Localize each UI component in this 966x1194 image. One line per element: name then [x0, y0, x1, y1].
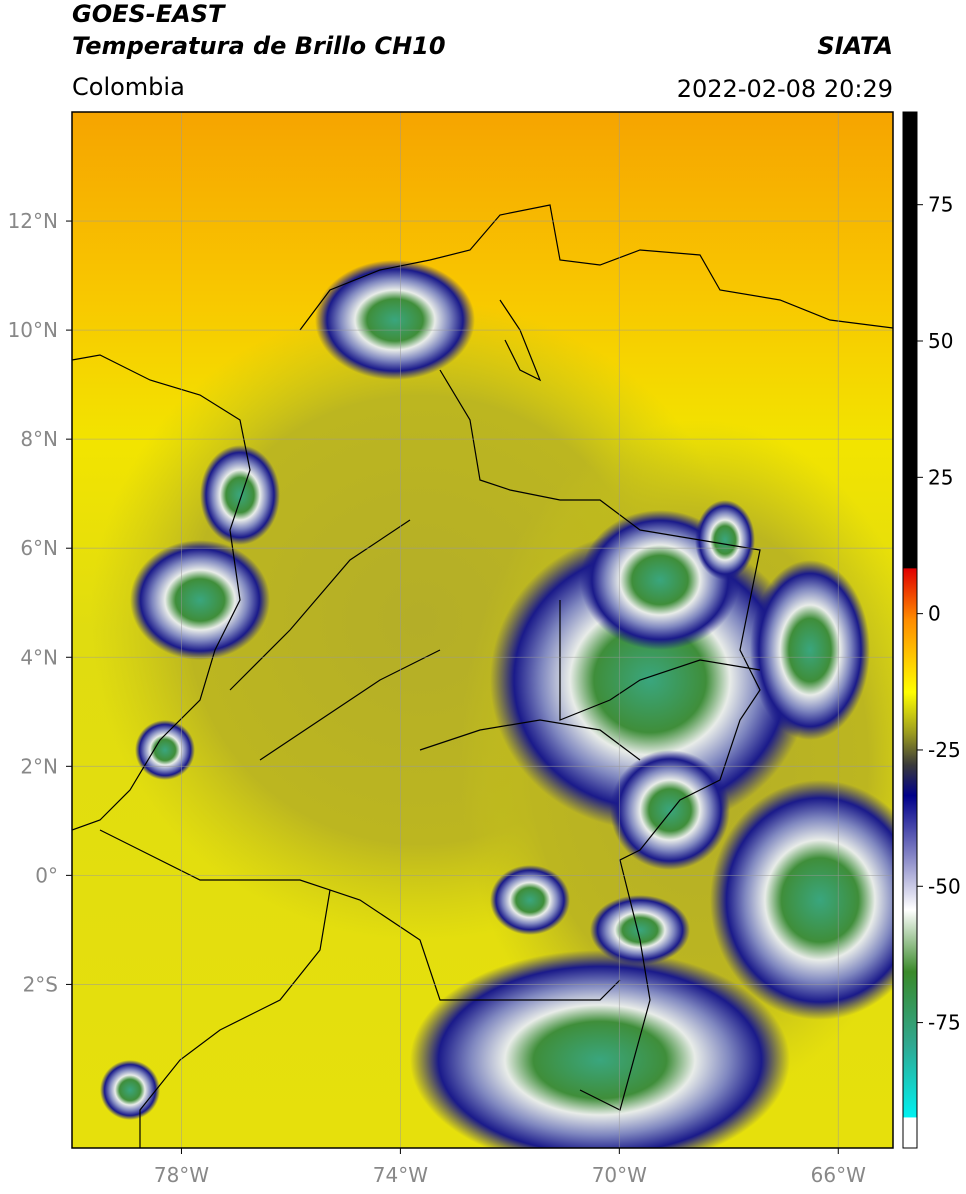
axis-ticks: 78°W 74°W 70°W 66°W 12°N 10°N 8°N 6°N 4°N 2°N 0° 2°… — [8, 209, 867, 1187]
source: SIATA — [817, 32, 893, 60]
coastline — [499, 299, 542, 382]
border — [229, 519, 411, 691]
y-tick-label: 4°N — [20, 645, 58, 669]
x-tick-label: 78°W — [154, 1163, 209, 1187]
colorbar — [902, 111, 918, 1149]
x-tick-label: 70°W — [592, 1163, 647, 1187]
colorbar-tick-label: -50 — [928, 874, 961, 898]
y-tick-label: 0° — [35, 863, 58, 887]
colorbar-ticks: 75 50 25 0 -25 -50 -75 — [917, 193, 961, 1035]
x-tick-label: 66°W — [811, 1163, 866, 1187]
coastline — [139, 889, 331, 1148]
cloud — [200, 445, 280, 545]
y-tick-label: 6°N — [20, 536, 58, 560]
border — [419, 719, 641, 761]
y-tick-label: 10°N — [8, 318, 58, 342]
cloud — [130, 540, 270, 660]
colorbar-tick-label: 25 — [928, 465, 953, 489]
colorbar-tick-label: 0 — [928, 602, 941, 626]
region: Colombia — [72, 73, 185, 101]
cloud — [750, 560, 870, 740]
cloud — [100, 1060, 160, 1120]
border — [99, 829, 621, 1001]
border — [259, 649, 441, 761]
subtitle: Temperatura de Brillo CH10 — [72, 32, 446, 60]
title: GOES-EAST — [72, 0, 226, 28]
cloud — [490, 865, 570, 935]
border — [559, 600, 761, 721]
cloud — [410, 950, 790, 1148]
colorbar-tick-label: 75 — [928, 193, 953, 217]
borders — [72, 204, 893, 1148]
colorbar-tick-label: -75 — [928, 1011, 961, 1035]
x-tick-label: 74°W — [373, 1163, 428, 1187]
colorbar-tick-label: -25 — [928, 738, 961, 762]
y-tick-label: 2°S — [23, 972, 58, 996]
y-tick-label: 8°N — [20, 427, 58, 451]
cloud — [710, 780, 893, 1020]
map-frame — [71, 111, 894, 1149]
satellite-image — [72, 112, 893, 1148]
colorbar-tick-label: 50 — [928, 329, 953, 353]
cloud — [315, 260, 475, 380]
coastline — [72, 354, 251, 831]
y-tick-label: 12°N — [8, 209, 58, 233]
y-tick-label: 2°N — [20, 754, 58, 778]
datetime: 2022-02-08 20:29 — [677, 75, 893, 103]
cloud — [695, 500, 755, 580]
cloud — [610, 750, 730, 870]
cloud — [590, 895, 690, 965]
cloud — [135, 720, 195, 780]
grid — [72, 112, 893, 1148]
coastline — [299, 204, 893, 331]
border — [439, 369, 761, 1111]
